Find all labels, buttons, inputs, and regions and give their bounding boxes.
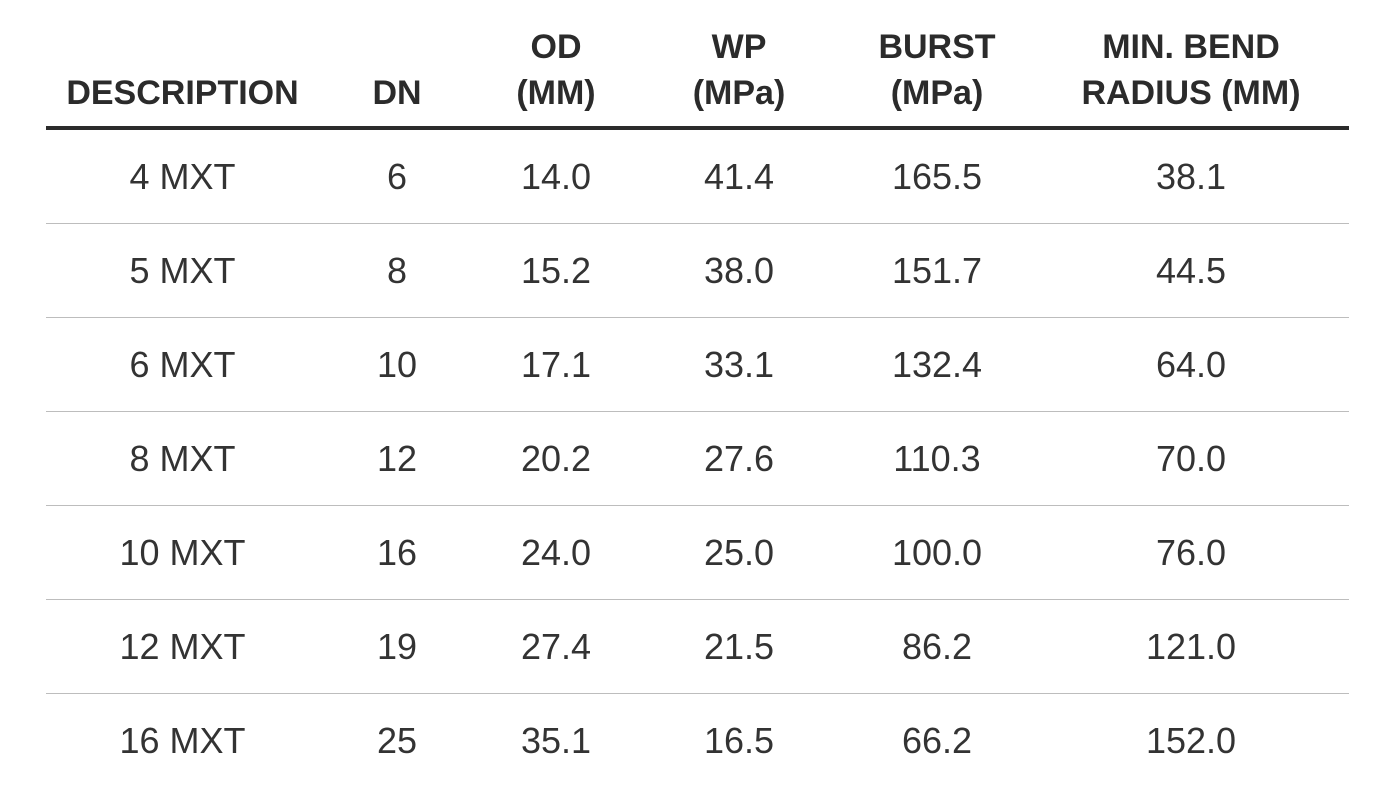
cell-wp: 38.0: [637, 223, 841, 318]
column-header-wp: WP (MPa): [637, 0, 841, 130]
cell-dn: 10: [319, 317, 475, 412]
column-header-burst: BURST (MPa): [841, 0, 1033, 130]
column-header-description: DESCRIPTION: [46, 0, 319, 130]
cell-dn: 8: [319, 223, 475, 318]
cell-dn: 25: [376, 719, 418, 761]
hose-spec-table: DESCRIPTION DN OD (MM) WP (MPa) BURST (M…: [46, 0, 1349, 787]
table-row: 6 MXT 10 17.1 33.1 132.4 64.0: [46, 317, 1349, 412]
cell-min-bend-radius: 152.0: [1145, 719, 1237, 761]
cell-dn: 19: [319, 599, 475, 694]
cell-description: 5 MXT: [46, 223, 319, 318]
cell-burst: 132.4: [841, 317, 1033, 412]
column-header-min-bend-radius: MIN. BEND RADIUS (MM): [1033, 0, 1349, 130]
table-row: 12 MXT 19 27.4 21.5 86.2 121.0: [46, 599, 1349, 694]
cell-min-bend-radius: 64.0: [1033, 317, 1349, 412]
header-row: DESCRIPTION DN OD (MM) WP (MPa) BURST (M…: [46, 0, 1349, 130]
table-row: 4 MXT 6 14.0 41.4 165.5 38.1: [46, 128, 1349, 224]
table-row: 10 MXT 16 24.0 25.0 100.0 76.0: [46, 505, 1349, 600]
cell-description: 16 MXT: [119, 719, 246, 761]
cell-description: 10 MXT: [46, 505, 319, 600]
cell-od: 35.1: [520, 719, 592, 761]
cell-wp: 25.0: [637, 505, 841, 600]
column-header-dn: DN: [319, 0, 475, 130]
cell-min-bend-radius: 121.0: [1033, 599, 1349, 694]
cell-od: 17.1: [475, 317, 637, 412]
cell-burst: 100.0: [841, 505, 1033, 600]
cell-description: 6 MXT: [46, 317, 319, 412]
cell-description: 8 MXT: [46, 411, 319, 506]
cell-wp: 27.6: [637, 411, 841, 506]
cell-min-bend-radius: 70.0: [1033, 411, 1349, 506]
cell-burst: 165.5: [841, 128, 1033, 224]
cell-wp: 21.5: [637, 599, 841, 694]
cell-od: 15.2: [475, 223, 637, 318]
cell-wp: 41.4: [637, 128, 841, 224]
cell-od: 20.2: [475, 411, 637, 506]
cell-min-bend-radius: 38.1: [1033, 128, 1349, 224]
cell-burst: 86.2: [841, 599, 1033, 694]
cell-dn: 12: [319, 411, 475, 506]
hose-spec-table-container: DESCRIPTION DN OD (MM) WP (MPa) BURST (M…: [46, 0, 1349, 787]
table-row: 16 MXT 25 35.1 16.5 66.2 152.0: [46, 694, 1349, 788]
cell-description: 4 MXT: [46, 128, 319, 224]
cell-od: 14.0: [475, 128, 637, 224]
cell-dn: 6: [319, 128, 475, 224]
cell-min-bend-radius: 76.0: [1033, 505, 1349, 600]
cell-od: 27.4: [475, 599, 637, 694]
cell-burst: 110.3: [841, 411, 1033, 506]
cell-min-bend-radius: 44.5: [1033, 223, 1349, 318]
cell-burst: 66.2: [901, 719, 973, 761]
table-row: 8 MXT 12 20.2 27.6 110.3 70.0: [46, 411, 1349, 506]
cell-description: 12 MXT: [46, 599, 319, 694]
cell-dn: 16: [319, 505, 475, 600]
cell-wp: 16.5: [703, 719, 775, 761]
cell-wp: 33.1: [637, 317, 841, 412]
column-header-od: OD (MM): [475, 0, 637, 130]
cell-od: 24.0: [475, 505, 637, 600]
cell-burst: 151.7: [841, 223, 1033, 318]
table-row: 5 MXT 8 15.2 38.0 151.7 44.5: [46, 223, 1349, 318]
